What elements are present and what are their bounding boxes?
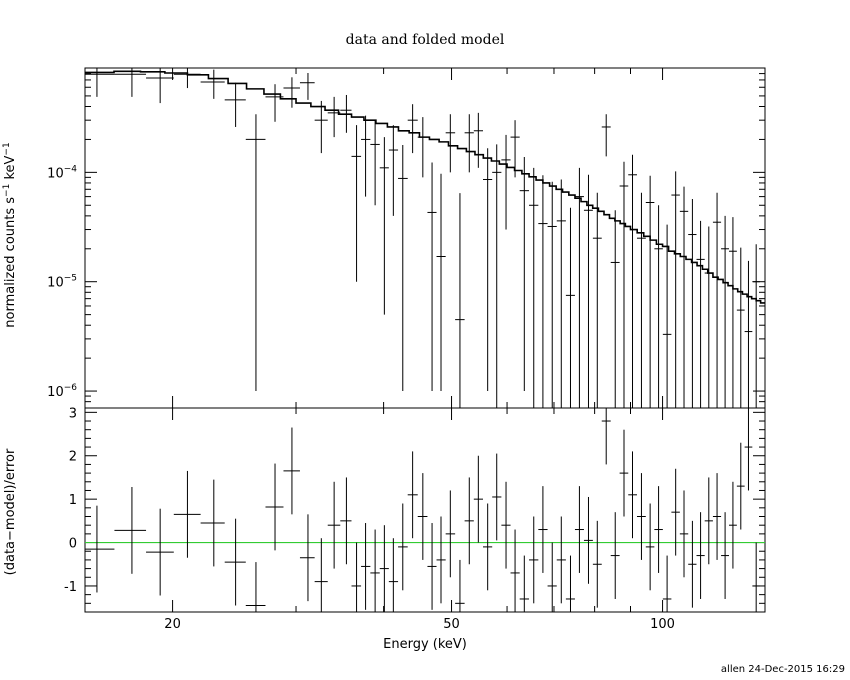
y-tick-label: 2 xyxy=(69,450,77,465)
top-data-points xyxy=(85,68,760,408)
y-tick-label: 10−5 xyxy=(47,274,77,291)
x-tick-label: 20 xyxy=(164,617,181,632)
x-axis-label: Energy (keV) xyxy=(383,637,467,652)
y-tick-label: 1 xyxy=(69,493,77,508)
x-tick-label: 100 xyxy=(650,617,675,632)
chart-title: data and folded model xyxy=(346,32,505,48)
svg-text:normalized counts s−1 keV−1: normalized counts s−1 keV−1 xyxy=(2,142,18,327)
residual-points xyxy=(85,408,760,612)
top-panel-frame xyxy=(84,67,766,409)
y-tick-label: -1 xyxy=(64,580,77,595)
y-tick-label: 10−6 xyxy=(47,383,77,400)
footer-stamp: allen 24-Dec-2015 16:29 xyxy=(721,664,845,675)
x-tick-label: 50 xyxy=(443,617,460,632)
y-tick-label: 3 xyxy=(69,406,77,421)
bottom-ylabel: (data−model)/error xyxy=(3,448,18,575)
y-tick-label: 10−4 xyxy=(47,164,77,181)
bottom-panel-frame xyxy=(84,407,766,613)
top-ylabel: normalized counts s−1 keV−1 xyxy=(2,142,18,327)
model-step-line xyxy=(85,70,765,304)
y-tick-label: 0 xyxy=(69,537,77,552)
